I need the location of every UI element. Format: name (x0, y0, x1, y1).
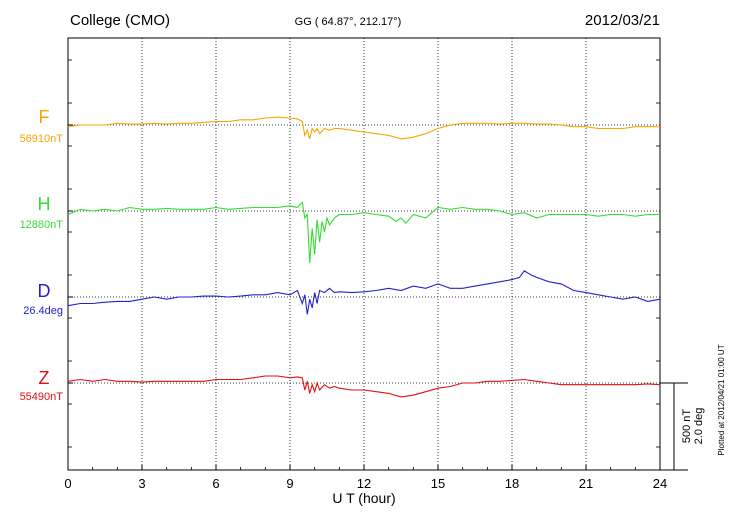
series-line-h (67, 201, 660, 264)
station-coordinates: GG ( 64.87°, 212.17°) (295, 16, 402, 28)
x-axis-title: U T (hour) (332, 490, 395, 506)
series-lines (67, 116, 661, 398)
series-name-z: Z (39, 368, 50, 388)
series-labels: F 56910nT H 12880nT D 26.4deg Z 55490nT (20, 107, 64, 403)
scale-bar-deg-label: 2.0 deg (693, 408, 705, 445)
series-name-h: H (38, 194, 51, 214)
series-line-d (67, 270, 661, 315)
x-tick-label: 0 (64, 476, 71, 491)
baselines (68, 124, 660, 384)
plot-date: 2012/03/21 (585, 12, 660, 29)
series-baseline-label-h: 12880nT (20, 219, 64, 231)
scale-bar: 500 nT 2.0 deg (660, 382, 705, 471)
series-name-d: D (38, 281, 51, 301)
x-axis-ticks: 0 3 6 9 12 15 18 21 24 (64, 59, 667, 491)
vertical-gridlines (141, 38, 587, 470)
station-title: College (CMO) (70, 12, 170, 29)
x-tick-label: 3 (138, 476, 145, 491)
x-tick-label: 6 (212, 476, 219, 491)
series-line-z (67, 375, 661, 398)
series-baseline-label-f: 56910nT (20, 133, 64, 145)
plotted-at-note: Plotted at 2012/04/21 01:00 UT (717, 344, 726, 455)
x-tick-label: 9 (286, 476, 293, 491)
x-tick-label: 18 (505, 476, 519, 491)
series-name-f: F (39, 107, 50, 127)
x-tick-label: 15 (431, 476, 445, 491)
series-baseline-label-d: 26.4deg (23, 305, 63, 317)
series-line-f (67, 116, 660, 140)
x-tick-label: 12 (357, 476, 371, 491)
series-baseline-label-z: 55490nT (20, 391, 64, 403)
scale-bar-nt-label: 500 nT (681, 409, 693, 444)
x-tick-label: 21 (579, 476, 593, 491)
x-tick-label: 24 (653, 476, 667, 491)
